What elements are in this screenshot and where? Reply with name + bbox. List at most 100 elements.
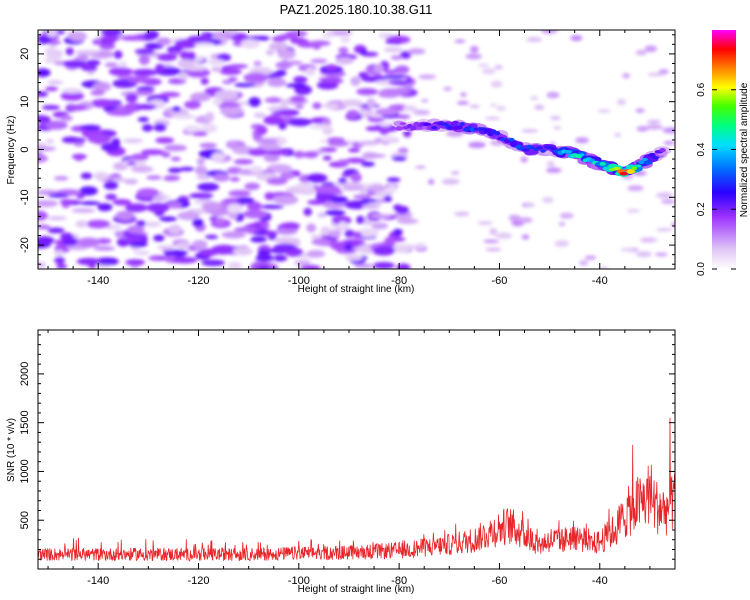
heatmap-cell	[75, 220, 88, 228]
x-tick-label: -100	[288, 275, 310, 287]
heatmap-cell	[350, 76, 361, 87]
heatmap-cell	[393, 204, 403, 211]
heatmap-cell	[454, 39, 466, 44]
heatmap-cell	[184, 100, 201, 110]
heatmap-cell	[570, 35, 583, 41]
heatmap-cell	[335, 57, 354, 65]
heatmap-cell	[68, 137, 87, 143]
heatmap-cell	[322, 103, 339, 109]
heatmap-cell	[385, 39, 403, 45]
heatmap-cell	[321, 32, 336, 39]
heatmap-cell	[392, 155, 407, 162]
heatmap-cell	[53, 249, 65, 257]
heatmap-cell	[597, 109, 611, 113]
heatmap-cell	[243, 209, 268, 219]
snr-y-axis-label: SNR (10 * v/v)	[6, 418, 17, 482]
heatmap-cell	[345, 254, 363, 261]
heatmap-cell	[196, 157, 206, 166]
heatmap-cell	[379, 121, 392, 127]
heatmap-cell	[233, 82, 256, 88]
heatmap-cell	[227, 261, 243, 269]
heatmap-cell	[173, 113, 196, 120]
heatmap-cell	[61, 88, 83, 94]
heatmap-cell	[194, 165, 208, 176]
heatmap-ridge-cell	[536, 146, 543, 150]
heatmap-cell	[490, 80, 503, 88]
heatmap-cell	[106, 109, 133, 116]
colorbar-tick-label: 0.0	[696, 262, 707, 276]
heatmap-cell	[341, 172, 353, 177]
heatmap-ridge-cell	[494, 131, 501, 136]
heatmap-cells	[38, 30, 675, 269]
heatmap-y-axis-label: Frequency (Hz)	[6, 116, 17, 185]
heatmap-cell	[627, 185, 644, 192]
heatmap-cell	[202, 201, 223, 212]
heatmap-cell	[481, 68, 496, 75]
heatmap-ridge-cell	[659, 147, 666, 153]
heatmap-cell	[216, 53, 232, 62]
chart-title: PAZ1.2025.180.10.38.G11	[280, 2, 433, 17]
heatmap-cell	[315, 184, 341, 194]
heatmap-cell	[92, 39, 103, 45]
heatmap-cell	[384, 237, 396, 244]
heatmap-cell	[113, 50, 123, 60]
heatmap-cell	[265, 149, 292, 156]
heatmap-y-ticks: -20 -10 0 10 20	[19, 34, 675, 265]
heatmap-cell	[240, 38, 261, 49]
x-tick-label: -80	[391, 275, 407, 287]
heatmap-ridge-cell	[638, 160, 645, 165]
heatmap-cell	[495, 232, 513, 239]
heatmap-cell	[362, 204, 380, 210]
heatmap-cell	[143, 221, 162, 227]
heatmap-cell	[127, 75, 152, 84]
heatmap-cell	[380, 135, 398, 143]
heatmap-cell	[369, 213, 392, 219]
heatmap-cell	[392, 228, 403, 237]
heatmap-cell	[253, 112, 266, 118]
heatmap-cell	[103, 181, 119, 190]
heatmap-cell	[167, 167, 182, 174]
heatmap-cell	[123, 138, 144, 144]
x-tick-label: -40	[592, 275, 608, 287]
heatmap-cell	[264, 97, 283, 103]
heatmap-cell	[303, 207, 313, 217]
heatmap-cell	[248, 97, 262, 107]
heatmap-cell	[354, 263, 375, 269]
heatmap-cell	[546, 160, 556, 168]
heatmap-cell	[108, 67, 133, 76]
heatmap-cell	[636, 125, 649, 132]
heatmap-cell	[341, 100, 364, 107]
heatmap-cell	[340, 36, 351, 43]
heatmap-cell	[400, 50, 412, 59]
heatmap-cell	[469, 104, 480, 109]
heatmap-cell	[441, 178, 460, 185]
heatmap-ridge-cell	[644, 160, 653, 165]
heatmap-cell	[559, 212, 574, 219]
heatmap-cell	[542, 196, 554, 204]
y-tick-label: 1500	[19, 410, 31, 434]
heatmap-cell	[546, 91, 560, 99]
y-tick-label: -10	[19, 189, 31, 205]
heatmap-cell	[44, 47, 58, 53]
heatmap-cell	[273, 243, 297, 252]
heatmap-cell	[221, 231, 246, 239]
heatmap-cell	[38, 36, 52, 45]
heatmap-cell	[120, 35, 147, 41]
heatmap-cell	[229, 176, 240, 182]
heatmap-cell	[196, 175, 211, 180]
heatmap-cell	[347, 147, 361, 153]
heatmap-cell	[309, 124, 333, 129]
heatmap-cell	[65, 47, 74, 56]
heatmap-cell	[450, 171, 460, 175]
heatmap-cell	[277, 33, 298, 40]
heatmap-cell	[95, 257, 119, 266]
heatmap-cell	[152, 196, 165, 202]
heatmap-cell	[456, 100, 469, 105]
heatmap-cell	[156, 53, 178, 62]
heatmap-cell	[371, 222, 389, 230]
heatmap-ridge-cell	[431, 126, 438, 130]
heatmap-cell	[489, 228, 497, 235]
heatmap-cell	[622, 73, 631, 79]
heatmap-cell	[194, 42, 215, 47]
heatmap-cell	[655, 228, 673, 232]
